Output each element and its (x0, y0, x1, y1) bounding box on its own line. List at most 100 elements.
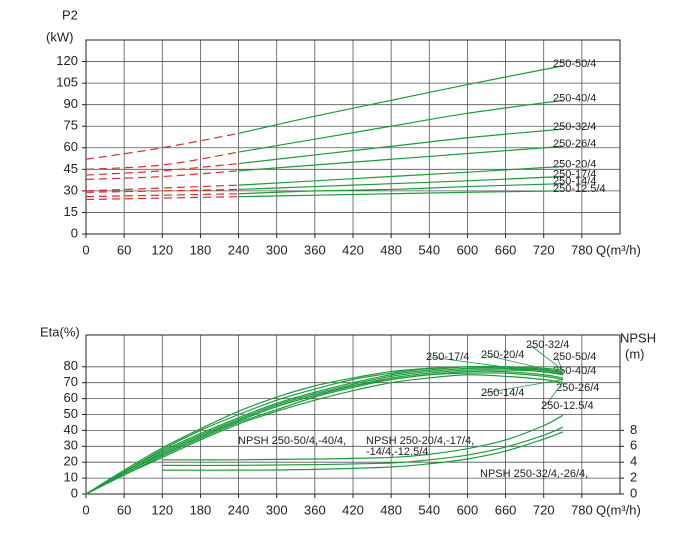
plot-frame (85, 39, 621, 235)
x-tick-label: 780 (571, 242, 593, 257)
series-line (85, 196, 239, 201)
x-tick-label: 600 (457, 242, 479, 257)
x-tick-label: 480 (380, 502, 402, 517)
y-axis-label: Eta(%) (40, 324, 80, 339)
x-tick-label: 420 (342, 242, 364, 257)
x-tick-label: 540 (418, 502, 440, 517)
x-tick-label: 300 (266, 242, 288, 257)
y2-tick-label: 8 (630, 422, 637, 437)
y-tick-label: 30 (64, 182, 78, 197)
y-tick-label: 0 (71, 225, 78, 240)
x-tick-label: 720 (533, 502, 555, 517)
series-label: NPSH 250-20/4,-17/4, (366, 435, 474, 447)
series-line (162, 426, 564, 467)
x-axis-label: Q(m³/h) (596, 242, 641, 257)
x-tick-label: 120 (151, 242, 173, 257)
leader-line (529, 344, 564, 371)
plot-frame (85, 334, 621, 495)
y-tick-label: 15 (64, 204, 78, 219)
x-tick-label: 240 (228, 242, 250, 257)
series-line (238, 175, 563, 191)
series-line (238, 165, 563, 186)
series-label: 250-32/4 (553, 121, 596, 133)
y-tick-label: 10 (64, 470, 78, 485)
x-tick-label: 420 (342, 502, 364, 517)
series-label: 250-40/4 (553, 365, 596, 377)
series-label: -14/4,-12.5/4 (366, 446, 428, 458)
x-tick-label: 660 (495, 502, 517, 517)
y-tick-label: 60 (64, 139, 78, 154)
y-tick-label: 60 (64, 390, 78, 405)
y-tick-label: 45 (64, 161, 78, 176)
series-line (162, 431, 563, 471)
series-line (85, 184, 239, 192)
y2-tick-label: 4 (630, 454, 637, 469)
x-tick-label: 480 (380, 242, 402, 257)
y-tick-label: 0 (71, 485, 78, 500)
leader-line (484, 354, 563, 374)
series-line (85, 366, 563, 495)
series-label: 250-17/4 (426, 351, 469, 363)
x-tick-label: 360 (304, 502, 326, 517)
x-tick-label: 60 (117, 502, 131, 517)
y-tick-label: 30 (64, 438, 78, 453)
y-tick-label: 105 (56, 75, 78, 90)
y-tick-label: 120 (56, 53, 78, 68)
x-tick-label: 240 (228, 502, 250, 517)
series-line (85, 151, 239, 170)
series-line (238, 128, 563, 165)
series-line (238, 99, 563, 153)
x-tick-label: 60 (117, 242, 131, 257)
x-tick-label: 0 (82, 242, 89, 257)
y2-tick-label: 2 (630, 470, 637, 485)
leader-line (429, 356, 563, 376)
series-line (162, 414, 564, 461)
y2-axis-label: NPSH (620, 330, 656, 345)
y-axis-unit: (kW) (46, 29, 73, 44)
series-line (85, 193, 239, 198)
x-tick-label: 540 (418, 242, 440, 257)
x-tick-label: 0 (82, 502, 89, 517)
series-label: 250-26/4 (553, 138, 596, 150)
leader-line (484, 379, 563, 394)
series-label: NPSH 250-50/4,-40/4, (238, 435, 346, 447)
series-label: NPSH 250-32/4,-26/4, (480, 468, 588, 480)
x-tick-label: 720 (533, 242, 555, 257)
y-axis-label: P2 (62, 7, 78, 22)
series-label: 250-20/4 (553, 158, 596, 170)
series-label: 250-17/4 (553, 168, 596, 180)
series-label: 250-12.5/4 (553, 183, 606, 195)
series-label: 250-26/4 (556, 382, 599, 394)
series-label: 250-50/4 (553, 58, 596, 70)
x-axis-label: Q(m³/h) (596, 502, 641, 517)
series-label: 250-40/4 (553, 92, 596, 104)
y-tick-label: 40 (64, 422, 78, 437)
series-line (85, 372, 563, 495)
y-tick-label: 80 (64, 358, 78, 373)
x-tick-label: 180 (190, 242, 212, 257)
series-label: 250-14/4 (553, 176, 596, 188)
series-label: 250-14/4 (481, 387, 524, 399)
series-line (238, 183, 563, 195)
y-tick-label: 70 (64, 374, 78, 389)
series-line (85, 170, 239, 180)
x-tick-label: 600 (457, 502, 479, 517)
x-tick-label: 300 (266, 502, 288, 517)
series-line (85, 370, 563, 495)
y-tick-label: 20 (64, 454, 78, 469)
x-tick-label: 660 (495, 242, 517, 257)
y-tick-label: 90 (64, 96, 78, 111)
y2-tick-label: 6 (630, 438, 637, 453)
x-tick-label: 360 (304, 242, 326, 257)
series-label: 250-50/4 (553, 351, 596, 363)
y2-axis-unit: (m) (625, 346, 645, 361)
x-tick-label: 780 (571, 502, 593, 517)
series-line (85, 188, 239, 193)
series-line (85, 132, 239, 160)
leader-line (544, 382, 564, 407)
y2-tick-label: 0 (630, 485, 637, 500)
x-tick-label: 180 (190, 502, 212, 517)
series-line (238, 65, 563, 134)
series-line (238, 190, 563, 198)
